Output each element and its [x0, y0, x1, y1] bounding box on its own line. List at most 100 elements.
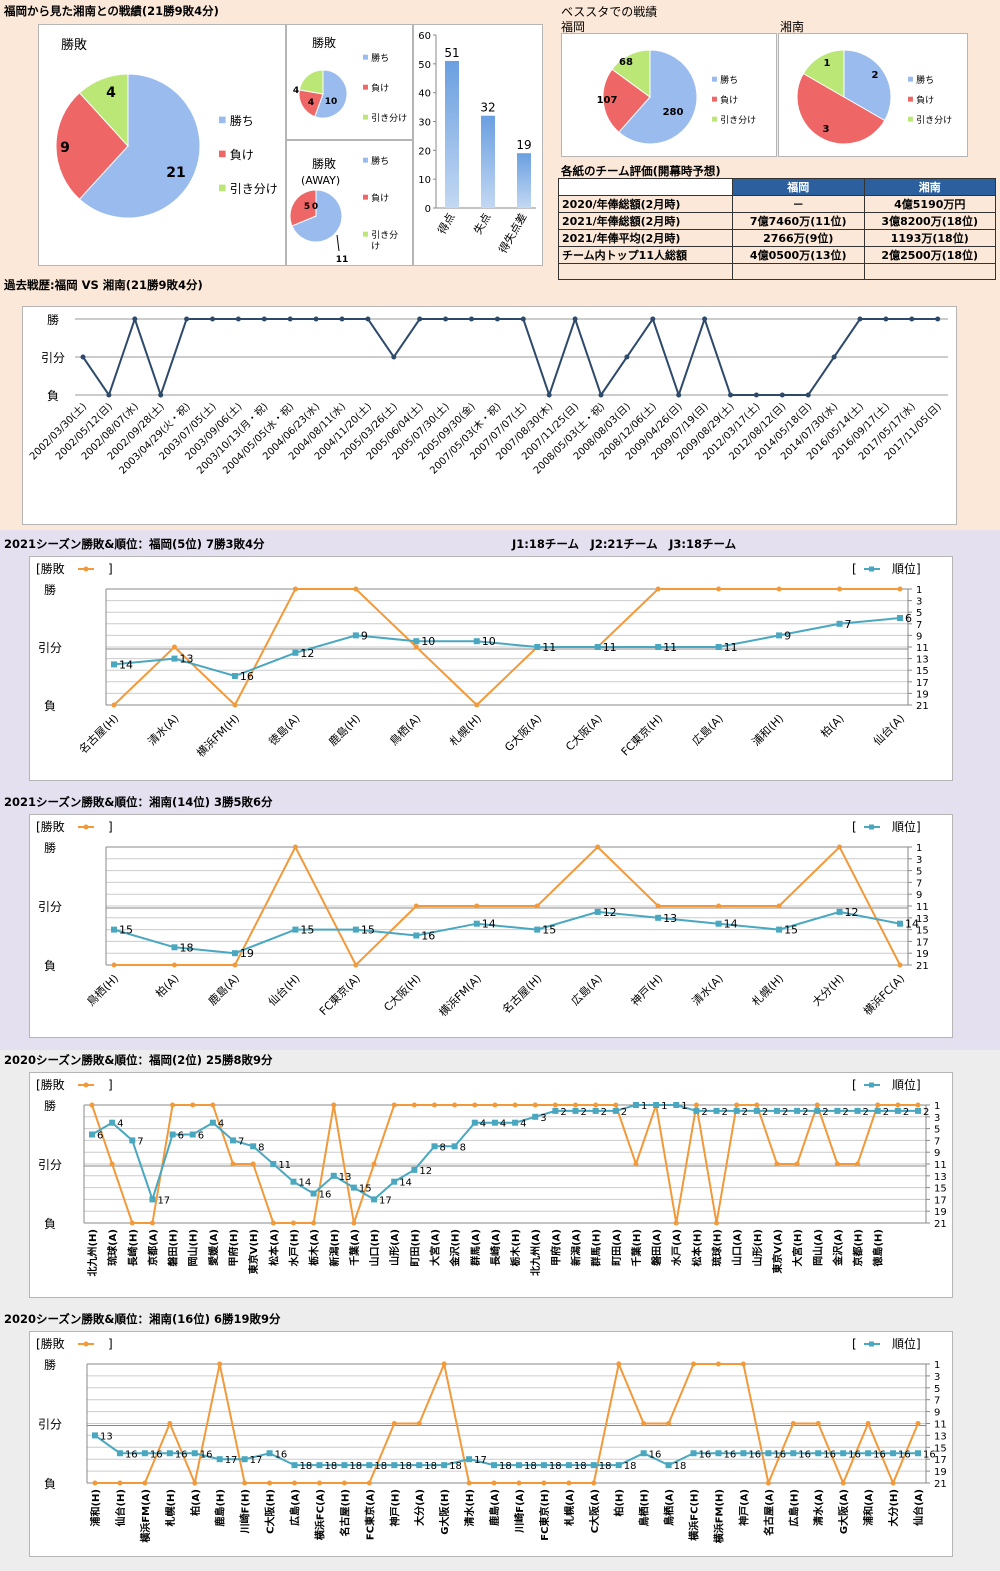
x-tick-label: 京都(A) — [146, 1229, 159, 1266]
pie-data-label: 4 — [106, 85, 116, 101]
x-tick-label: 柏(H) — [613, 1489, 626, 1517]
y2-tick-label: 19 — [916, 949, 929, 960]
x-tick-label: 大分(A) — [413, 1489, 426, 1526]
rank-data-label: 18 — [599, 1461, 612, 1472]
rank-data-label: 2 — [923, 1107, 929, 1118]
x-tick-label: 広島(A) — [289, 1489, 302, 1526]
result-point — [341, 1480, 347, 1486]
result-point — [935, 316, 941, 322]
pie-data-label: 68 — [619, 57, 633, 68]
rank-data-label: 18 — [300, 1461, 313, 1472]
y2-tick-label: 5 — [916, 608, 922, 619]
result-point — [466, 1480, 472, 1486]
x-tick-label: 北九州(A) — [529, 1229, 542, 1276]
x-tick-label: 栃木(H) — [509, 1229, 522, 1267]
x-tick-label: 金沢(A) — [831, 1229, 844, 1267]
pie-data-label: 4 — [308, 98, 314, 108]
result-point — [416, 1421, 422, 1426]
history-line-chart: 勝引分負2002/03/30(土)2002/05/12(日)2002/08/07… — [27, 312, 948, 477]
legend-label: 引き分け — [720, 115, 756, 126]
result-point — [391, 1102, 397, 1108]
result-point — [897, 586, 903, 592]
rank-data-label: 2 — [842, 1107, 848, 1118]
legend-wl-label: [勝敗 — [36, 561, 65, 576]
pie-slice — [78, 73, 129, 148]
rank-point — [897, 920, 903, 927]
rank-data-label: 2 — [863, 1107, 869, 1118]
rank-point — [191, 1450, 198, 1457]
rank-point — [713, 1107, 720, 1114]
x-tick-label: 大分(H) — [887, 1489, 900, 1527]
rank-data-label: 17 — [379, 1195, 392, 1206]
result-point — [353, 962, 359, 968]
rank-data-label: 13 — [100, 1431, 113, 1442]
legend-swatch — [363, 194, 368, 200]
top-title: 福岡から見た湘南との戦績(21勝9敗4分) — [4, 4, 219, 18]
result-point — [566, 1480, 572, 1486]
pie-data-label: 0 — [312, 202, 318, 212]
legend-swatch — [363, 157, 368, 163]
result-point — [883, 316, 889, 322]
rank-data-label: 16 — [748, 1449, 761, 1460]
bar-chart-goals: 0 10 20 30 40 50 60 51 得点 32 失点 19 得失点差 — [418, 31, 536, 256]
result-point — [740, 1361, 746, 1367]
rank-data-label: 17 — [474, 1455, 487, 1466]
result-point — [776, 903, 782, 909]
result-point — [716, 903, 722, 909]
result-point — [814, 1102, 820, 1108]
rank-data-label: 4 — [500, 1119, 506, 1130]
x-tick-label: 栃木(A) — [308, 1229, 321, 1266]
y2-tick-label: 9 — [934, 1148, 940, 1159]
y-tick-label: 負 — [44, 959, 56, 973]
rank-point — [411, 1166, 418, 1173]
bess-fukuoka-panel: 280 107 68 勝ち 負け 引き分け — [561, 33, 777, 157]
pie-slice — [802, 49, 845, 98]
legend-label: 引き分 — [371, 230, 398, 241]
x-tick-label: 大宮(H) — [791, 1229, 804, 1267]
x-tick-label: 川崎F(A) — [513, 1489, 526, 1534]
x-tick-label: 柏(A) — [818, 711, 847, 740]
rank-point — [310, 1190, 317, 1197]
rank-point — [341, 1462, 348, 1469]
x-tick-label: 広島(H) — [787, 1489, 800, 1527]
legend-rank-marker — [869, 1082, 874, 1088]
eval-header-blank — [558, 178, 733, 196]
y2-tick-label: 15 — [934, 1443, 947, 1454]
x-tick-label: 新潟(H) — [328, 1229, 341, 1267]
rank-point — [794, 1107, 801, 1114]
rank-point — [231, 673, 238, 679]
legend-rank-label: 順位] — [892, 1077, 921, 1092]
y-tick-label: 40 — [418, 89, 431, 100]
eval-row: 2021/年俸平均(2月時) 2766万(9位) 1193万(18位) — [558, 229, 996, 247]
result-point — [171, 962, 177, 968]
bar-data-label: 32 — [480, 101, 495, 115]
pie-slice — [602, 68, 651, 133]
eval-row-label: 2021/年俸平均(2月時) — [558, 229, 733, 247]
x-tick-label: 札幌(H) — [447, 711, 484, 748]
rank-data-label: 16 — [421, 930, 435, 943]
rank-data-label: 18 — [324, 1461, 337, 1472]
result-point — [142, 1480, 148, 1486]
y-tick-label: 引分 — [38, 1418, 62, 1432]
result-point — [443, 316, 449, 322]
season-title-4: 2020シーズン勝敗&順位：湘南(16位) 6勝19敗9分 — [4, 1312, 281, 1326]
rank-line — [94, 1434, 918, 1467]
x-tick-label: 仙台(A) — [912, 1489, 925, 1526]
rank-data-label: 9 — [784, 629, 791, 642]
y2-tick-label: 15 — [916, 666, 929, 677]
result-point — [106, 392, 112, 398]
rank-data-label: 16 — [923, 1449, 936, 1460]
rank-point — [512, 1119, 519, 1126]
x-tick-label: FC東京(A) — [363, 1489, 376, 1540]
result-point — [391, 354, 397, 360]
result-point — [895, 1102, 901, 1108]
rank-data-label: 14 — [724, 918, 738, 931]
rank-data-label: 16 — [649, 1449, 662, 1460]
legend-rank-bracket: [ — [852, 820, 857, 834]
legend-label: 負け — [230, 148, 254, 162]
x-tick-label: FC東京(A) — [316, 971, 363, 1018]
history-panel: 勝引分負 2002/03/30(土) 2002/05/12(日) 2002/08/07… — [22, 306, 957, 525]
legend-rank-bracket: [ — [852, 562, 857, 576]
result-point — [452, 1102, 458, 1108]
x-tick-label: 浦和(H) — [89, 1489, 102, 1527]
